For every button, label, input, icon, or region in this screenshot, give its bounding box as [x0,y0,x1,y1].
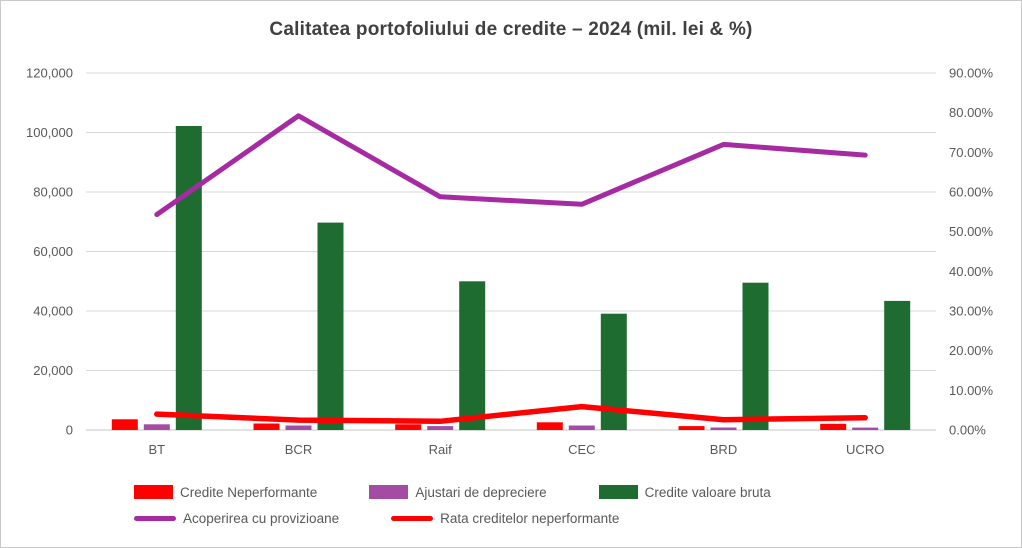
right-axis-tick-label: 20.00% [949,343,994,358]
purple-bar-swatch-icon [369,485,409,499]
bar-ajustari-de-depreciere-BRD [710,427,737,430]
bar-credite-neperformante-BCR [253,423,280,430]
line-acoperirea-cu-provizioane [154,113,868,218]
bar-credite-valoare-bruta-BCR [317,222,344,430]
right-axis-tick-label: 50.00% [949,224,994,239]
chart-title: Calitatea portofoliului de credite – 202… [269,19,753,40]
bar-ajustari-de-depreciere-Raif [427,426,454,430]
bar-ajustari-de-depreciere-CEC [568,425,595,430]
x-axis-category-label: UCRO [846,442,884,457]
x-axis-category-label: Raif [429,442,453,457]
right-axis-tick-label: 10.00% [949,383,994,398]
bar-credite-neperformante-UCRO [820,423,847,430]
legend-label: Credite Neperformante [180,484,318,500]
bar-credite-neperformante-Raif [395,424,422,430]
x-axis-category-label: BCR [285,442,312,457]
legend-item-acoperirea-cu-provizioane: Acoperirea cu provizioane [134,511,339,526]
right-axis-tick-label: 90.00% [949,66,994,81]
legend-label: Ajustari de depreciere [415,484,547,500]
red-line-swatch-icon [391,515,434,521]
x-axis-category-label: CEC [568,442,595,457]
left-axis-tick-label: 100,000 [26,125,73,140]
legend-item-credite-neperformante: Credite Neperformante [134,485,317,500]
right-axis-tick-label: 40.00% [949,264,994,279]
legend-row-1: Credite Neperformante Ajustari de deprec… [134,479,994,505]
left-axis-tick-label: 120,000 [26,66,73,81]
bar-credite-valoare-bruta-UCRO [884,300,911,430]
legend-row-2: Acoperirea cu provizioane Rata creditelo… [134,505,994,531]
right-axis-tick-label: 60.00% [949,185,994,200]
purple-line-swatch-icon [134,515,176,521]
bar-ajustari-de-depreciere-BCR [285,425,312,430]
green-bar-swatch-icon [598,485,638,499]
x-axis-category-label: BT [148,442,165,457]
bar-credite-valoare-bruta-Raif [459,281,486,431]
legend-label: Credite valoare bruta [644,484,771,500]
chart-legend: Credite Neperformante Ajustari de deprec… [134,479,994,531]
bar-credite-valoare-bruta-BRD [742,282,769,430]
bar-credite-valoare-bruta-BT [175,126,202,430]
bar-ajustari-de-depreciere-UCRO [852,427,879,430]
bar-credite-neperformante-CEC [536,422,563,430]
left-axis-tick-label: 60,000 [33,244,73,259]
right-axis-tick-label: 70.00% [949,145,994,160]
combo-chart-plot-area: 0 20,000 40,000 60,000 80,000 100,000 120,000 0… [26,66,994,458]
right-axis-tick-label: 30.00% [949,304,994,319]
right-axis-tick-label: 80.00% [949,105,994,120]
line-rata-creditelor-neperformante [154,403,868,425]
legend-item-ajustari-de-depreciere: Ajustari de depreciere [369,484,547,500]
left-axis-tick-label: 40,000 [33,304,73,319]
legend-label: Acoperirea cu provizioane [183,510,340,526]
bar-credite-neperformante-BRD [678,426,705,430]
right-axis-tick-label: 0.00% [949,423,986,438]
left-axis-tick-label: 0 [66,423,73,438]
left-axis-tick-label: 80,000 [33,185,73,200]
legend-label: Rata creditelor neperformante [440,510,620,526]
legend-item-rata-creditelor-neperformante: Rata creditelor neperformante [391,511,619,526]
red-bar-swatch-icon [134,485,173,499]
bar-credite-neperformante-BT [111,419,138,430]
x-axis-category-label: BRD [710,442,737,457]
left-axis-tick-label: 20,000 [33,363,73,378]
legend-item-credite-valoare-bruta: Credite valoare bruta [598,484,771,500]
bar-ajustari-de-depreciere-BT [143,424,170,430]
